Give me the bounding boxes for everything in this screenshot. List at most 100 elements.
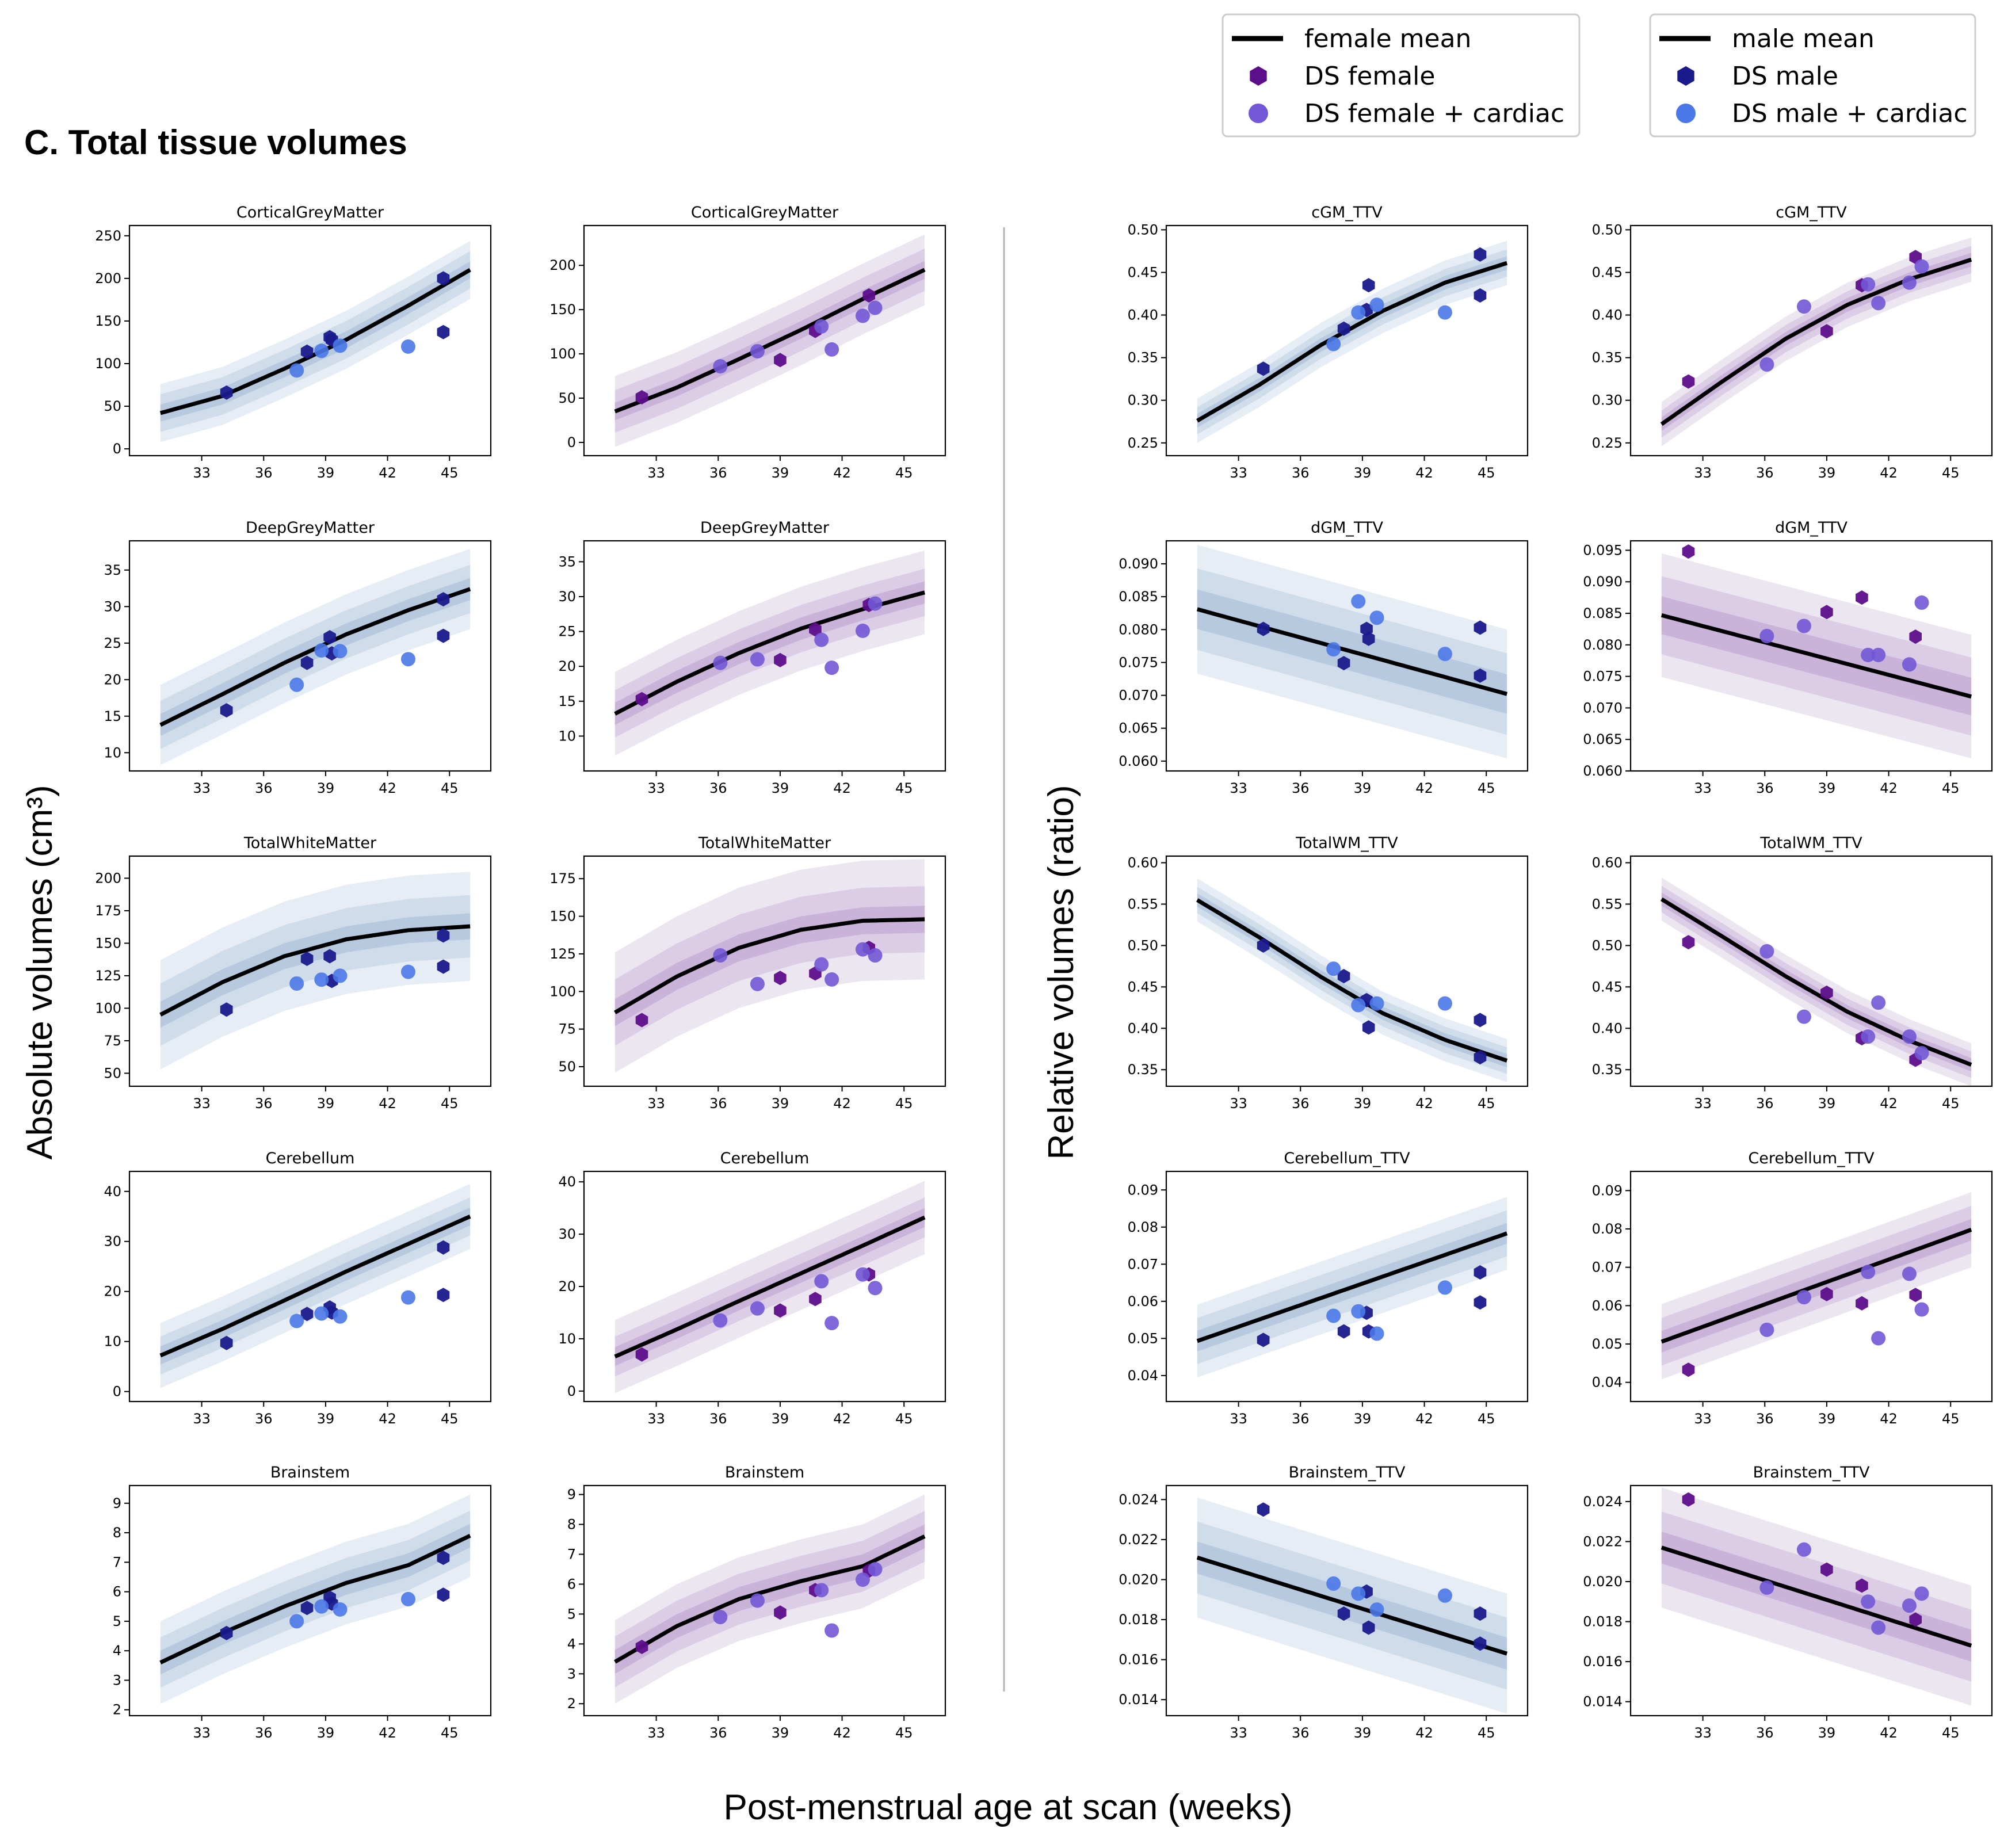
panel-title: TotalWM_TTV <box>1759 834 1862 852</box>
x-tick-label: 39 <box>772 1725 789 1741</box>
y-tick-label: 75 <box>558 1021 576 1037</box>
y-tick-label: 100 <box>549 983 576 999</box>
y-tick-label: 0.04 <box>1592 1374 1623 1391</box>
centile-band <box>160 1524 471 1675</box>
plot-frame <box>583 855 946 1087</box>
ds-cardiac-point <box>824 342 839 357</box>
mean-line <box>1196 1231 1508 1343</box>
y-tick-label: 0.024 <box>1119 1491 1158 1507</box>
ds-cardiac-point <box>1861 1029 1876 1044</box>
mean-line <box>1661 1545 1972 1648</box>
panel-title: TotalWhiteMatter <box>243 834 377 852</box>
y-tick-label: 0.35 <box>1592 350 1623 366</box>
ds-cardiac-point <box>1326 961 1341 976</box>
ds-cardiac-point <box>814 632 829 647</box>
panel-title: TotalWM_TTV <box>1295 834 1398 852</box>
x-tick-label: 42 <box>1880 1411 1898 1427</box>
x-tick-label: 39 <box>1354 780 1372 796</box>
ds-point <box>1474 247 1487 262</box>
y-tick-label: 0.50 <box>1592 222 1623 238</box>
ds-cardiac-point <box>333 1309 348 1324</box>
ds-cardiac-point <box>855 942 870 957</box>
x-tick-label: 39 <box>1818 1725 1836 1741</box>
panel-title: DeepGreyMatter <box>246 519 375 537</box>
x-tick-label: 36 <box>1756 1725 1774 1741</box>
x-tick-label: 39 <box>1818 780 1836 796</box>
plot-frame <box>583 540 946 772</box>
x-tick-label: 36 <box>1292 1095 1310 1112</box>
ds-point <box>1856 1578 1868 1593</box>
mean-line <box>614 917 925 1014</box>
y-tick-label: 75 <box>104 1033 121 1049</box>
x-tick-label: 33 <box>193 1411 211 1427</box>
y-tick-label: 0.085 <box>1119 589 1158 605</box>
y-tick-label: 0.095 <box>1583 542 1623 558</box>
y-tick-label: 50 <box>558 390 576 406</box>
y-tick-label: 25 <box>558 624 576 640</box>
ds-cardiac-point <box>400 964 415 979</box>
y-tick-label: 0.014 <box>1583 1694 1623 1710</box>
ds-point <box>437 1551 450 1566</box>
y-tick-label: 50 <box>558 1059 576 1075</box>
ds-cardiac-point <box>814 319 829 334</box>
y-tick-label: 40 <box>104 1183 121 1200</box>
plot-frame <box>128 1170 492 1403</box>
x-tick-label: 45 <box>895 465 913 481</box>
x-tick-label: 33 <box>1694 1411 1712 1427</box>
x-tick-label: 42 <box>833 465 851 481</box>
ds-cardiac-point <box>1326 1576 1341 1591</box>
plot-frame <box>128 1484 492 1717</box>
ds-point <box>1337 1324 1350 1339</box>
ds-point <box>635 1013 648 1028</box>
x-tick-label: 45 <box>1942 780 1960 796</box>
y-tick-label: 0.014 <box>1119 1692 1158 1708</box>
relative-volumes-ylabel: Relative volumes (ratio) <box>1041 785 1081 1159</box>
y-tick-label: 0.06 <box>1592 1297 1623 1314</box>
ds-point <box>1474 668 1487 683</box>
ds-point <box>1337 321 1350 336</box>
y-tick-label: 30 <box>558 589 576 605</box>
y-tick-label: 0.07 <box>1128 1256 1158 1272</box>
y-tick-label: 0.080 <box>1583 637 1623 653</box>
ds-cardiac-point <box>314 1599 329 1614</box>
x-tick-label: 45 <box>1942 1095 1960 1112</box>
x-tick-label: 45 <box>1478 465 1495 481</box>
panel-title: Cerebellum <box>720 1150 810 1167</box>
ds-cardiac-point <box>713 1313 728 1328</box>
ds-cardiac-point <box>314 972 329 987</box>
ds-cardiac-point <box>1902 657 1917 672</box>
x-tick-label: 33 <box>647 1725 665 1741</box>
y-tick-label: 0.08 <box>1128 1219 1158 1235</box>
y-tick-label: 100 <box>95 1000 121 1016</box>
y-tick-label: 125 <box>549 946 576 962</box>
y-tick-label: 0.070 <box>1119 688 1158 704</box>
x-tick-label: 33 <box>647 1411 665 1427</box>
panel-title: cGM_TTV <box>1776 204 1847 222</box>
x-tick-label: 36 <box>1756 1411 1774 1427</box>
panel-corticalgreymatter-female: CorticalGreyMatter 33 36 39 42 45 0 50 100 150 200 <box>549 204 946 481</box>
y-tick-label: 0.35 <box>1592 1062 1623 1078</box>
ds-cardiac-point <box>314 1306 329 1321</box>
x-tick-label: 39 <box>1818 465 1836 481</box>
y-tick-label: 0.075 <box>1119 654 1158 670</box>
ds-cardiac-point <box>750 1593 765 1608</box>
x-tick-label: 39 <box>772 780 789 796</box>
panel-cerebellum-male: Cerebellum 33 36 39 42 45 0 10 20 30 40 <box>104 1150 492 1427</box>
ds-cardiac-point <box>713 359 728 374</box>
x-tick-label: 42 <box>379 1725 396 1741</box>
ds-cardiac-point <box>1437 1280 1452 1295</box>
y-tick-label: 0.09 <box>1128 1182 1158 1198</box>
ds-cardiac-point <box>333 968 348 983</box>
ds-cardiac-point <box>1861 647 1876 662</box>
plot-frame <box>1165 540 1529 772</box>
x-tick-label: 45 <box>1942 1725 1960 1741</box>
plot-frame <box>128 540 492 772</box>
ds-point <box>635 1347 648 1362</box>
ds-point <box>1257 361 1270 376</box>
centile-band <box>614 906 925 1026</box>
ds-cardiac-point <box>1861 1265 1876 1280</box>
y-tick-label: 0 <box>567 1383 576 1399</box>
x-tick-label: 36 <box>255 1411 273 1427</box>
